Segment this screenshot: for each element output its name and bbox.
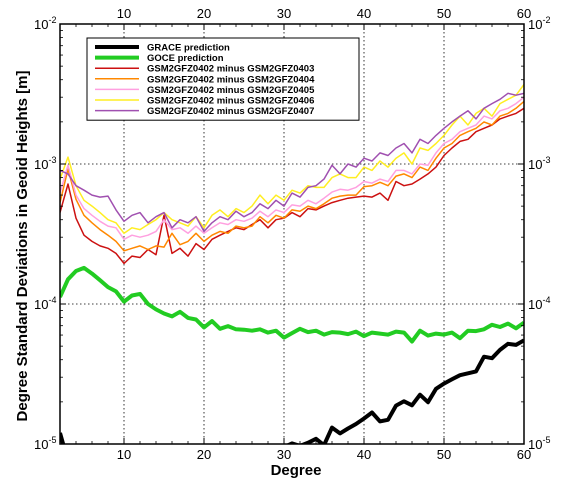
x-axis-title: Degree — [271, 462, 322, 479]
x-tick-label-top: 20 — [197, 6, 211, 21]
series-line-2 — [60, 265, 524, 344]
series-line-6 — [60, 84, 524, 235]
y-tick-label-right: 10-2 — [528, 15, 550, 32]
y-tick-label-right-exponent: -5 — [542, 435, 550, 445]
x-tick-label: 20 — [197, 447, 211, 462]
x-tick-label-top: 60 — [517, 6, 531, 21]
y-tick-label-exponent: -2 — [48, 15, 56, 25]
y-tick-label-right: 10-5 — [528, 435, 550, 452]
y-tick-label-exponent: -5 — [48, 435, 56, 445]
x-tick-label: 50 — [437, 447, 451, 462]
y-tick-label: 10-3 — [34, 155, 56, 172]
x-tick-label-top: 50 — [437, 6, 451, 21]
y-tick-label-right: 10-3 — [528, 155, 550, 172]
series-line-1 — [60, 338, 524, 444]
series-line-4 — [60, 100, 524, 252]
y-tick-label-exponent: -3 — [48, 155, 56, 165]
series-line-5 — [60, 96, 524, 241]
y-tick-label-base: 10 — [34, 437, 48, 452]
y-tick-label-right-exponent: -4 — [542, 295, 550, 305]
x-tick-label: 60 — [517, 447, 531, 462]
y-tick-label-right-exponent: -3 — [542, 155, 550, 165]
legend-label: GSM2GFZ0402 minus GSM2GFZ0405 — [147, 85, 315, 96]
x-tick-label-top: 10 — [117, 6, 131, 21]
y-tick-label: 10-5 — [34, 435, 56, 452]
legend-label: GSM2GFZ0402 minus GSM2GFZ0403 — [147, 64, 314, 75]
y-tick-label-base: 10 — [34, 157, 48, 172]
grid-lines — [60, 24, 524, 444]
y-tick-label-right: 10-4 — [528, 295, 550, 312]
y-tick-label-base: 10 — [34, 17, 48, 32]
y-tick-label-right-base: 10 — [528, 297, 542, 312]
x-tick-label: 10 — [117, 447, 131, 462]
x-tick-label-top: 30 — [277, 6, 291, 21]
legend-label: GSM2GFZ0402 minus GSM2GFZ0407 — [147, 106, 314, 117]
series-line-3 — [60, 107, 524, 265]
y-tick-label-base: 10 — [34, 297, 48, 312]
axes-frame — [59, 23, 525, 445]
y-tick-label: 10-2 — [34, 15, 56, 32]
y-tick-label-exponent: -4 — [48, 295, 56, 305]
x-tick-label-top: 40 — [357, 6, 371, 21]
x-tick-label: 30 — [277, 447, 291, 462]
y-tick-label-right-base: 10 — [528, 157, 542, 172]
y-tick-label-right-base: 10 — [528, 437, 542, 452]
plot-frame — [59, 23, 525, 445]
series-lines — [60, 84, 524, 444]
y-tick-label: 10-4 — [34, 295, 56, 312]
y-axis-title: Degree Standard Deviations in Geoid Heig… — [14, 71, 31, 422]
y-tick-label-right-base: 10 — [528, 17, 542, 32]
y-tick-label-right-exponent: -2 — [542, 15, 550, 25]
legend-label: GSM2GFZ0402 minus GSM2GFZ0404 — [147, 74, 315, 85]
x-tick-label: 40 — [357, 447, 371, 462]
legend-label: GSM2GFZ0402 minus GSM2GFZ0406 — [147, 96, 314, 107]
legend-label: GOCE prediction — [147, 53, 224, 64]
legend-label: GRACE prediction — [147, 43, 230, 54]
series-line-7 — [60, 92, 524, 233]
